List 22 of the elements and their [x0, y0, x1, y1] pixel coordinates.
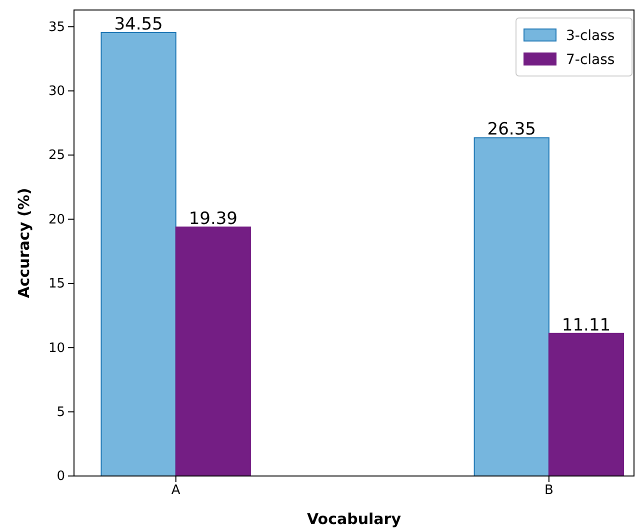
x-tick-label: A	[171, 483, 180, 498]
bar	[175, 226, 251, 476]
bar	[100, 32, 176, 476]
y-tick-label: 15	[48, 276, 65, 292]
y-tick-label: 0	[56, 469, 65, 484]
data-label: 26.35	[487, 120, 536, 140]
data-label: 34.55	[114, 14, 163, 34]
y-tick-label: 5	[56, 404, 65, 420]
data-label: 19.39	[188, 209, 238, 230]
bar	[474, 137, 550, 476]
x-tick-label: B	[544, 483, 554, 498]
y-tick-label: 35	[48, 20, 65, 35]
y-axis-title: Accuracy (%)	[15, 188, 33, 298]
bar	[548, 332, 624, 476]
legend-label: 7-class	[566, 52, 615, 68]
x-axis-title: Vocabulary	[307, 510, 402, 528]
data-label: 11.11	[562, 315, 611, 336]
y-tick-label: 10	[48, 340, 65, 356]
y-tick-label: 20	[48, 212, 65, 228]
y-tick-label: 25	[48, 148, 65, 164]
y-tick-label: 30	[48, 84, 65, 100]
legend-label: 3-class	[566, 28, 615, 44]
